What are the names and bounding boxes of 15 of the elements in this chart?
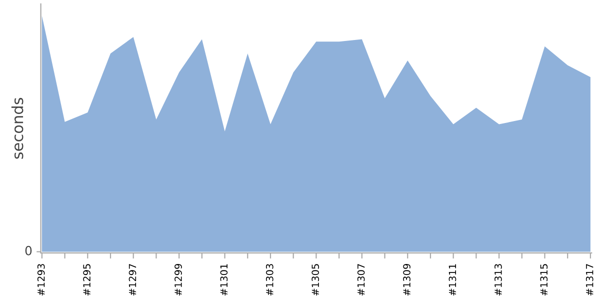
x-tick-label: #1301: [220, 264, 228, 296]
x-tick-label: #1317: [586, 264, 594, 296]
x-tick-label: #1309: [403, 264, 410, 296]
x-tick-label: #1293: [37, 264, 45, 296]
text: 0: [25, 246, 32, 256]
x-tick-label: #1295: [83, 264, 90, 296]
x-tick-label: #1315: [540, 264, 548, 296]
x-tick-label: #1297: [128, 264, 136, 296]
x-tick-label: #1299: [174, 264, 182, 296]
x-tick-label: #1303: [266, 264, 274, 296]
x-tick-label: #1311: [448, 264, 456, 296]
y-axis-title: seconds: [11, 98, 24, 159]
x-tick-label: #1313: [494, 264, 502, 296]
x-tick-label: #1307: [357, 264, 365, 296]
x-tick-label: #1305: [312, 264, 320, 296]
